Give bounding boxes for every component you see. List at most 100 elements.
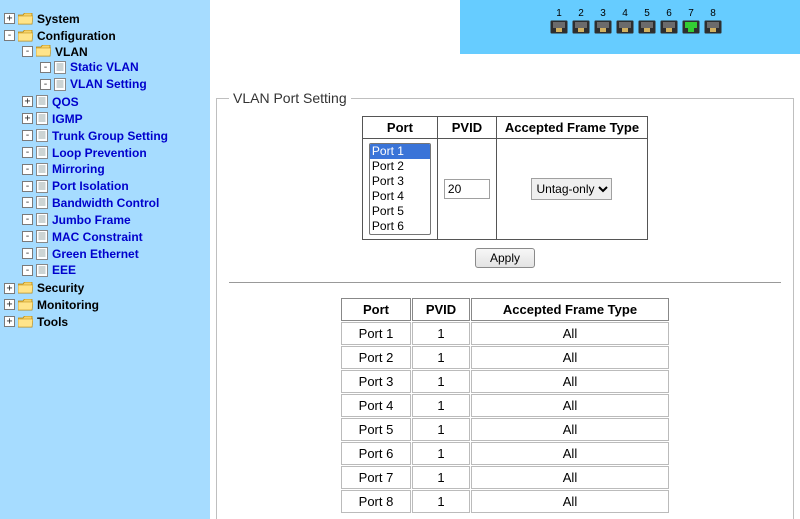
expand-icon[interactable]: + [4, 316, 15, 327]
nav-tree: +System-Configuration-VLAN-Static VLAN-V… [4, 10, 206, 330]
status-cell-aft: All [471, 346, 669, 369]
collapse-icon[interactable]: - [22, 147, 33, 158]
status-cell-aft: All [471, 466, 669, 489]
tree-item-label[interactable]: Trunk Group Setting [52, 129, 168, 143]
status-cell-pvid: 1 [412, 442, 470, 465]
port-indicator: 6 [660, 8, 678, 34]
collapse-icon[interactable]: - [22, 231, 33, 242]
status-cell-pvid: 1 [412, 322, 470, 345]
panel-legend: VLAN Port Setting [229, 90, 351, 106]
vlan-port-setting-panel: VLAN Port Setting Port PVID Accepted Fra… [216, 90, 794, 519]
collapse-icon[interactable]: - [4, 30, 15, 41]
port-jack-icon [660, 20, 678, 34]
status-cell-port: Port 5 [341, 418, 411, 441]
collapse-icon[interactable]: - [40, 62, 51, 73]
tree-item: - Green Ethernet [22, 245, 206, 262]
status-cell-aft: All [471, 370, 669, 393]
main-content: 12345678 VLAN Port Setting Port PVID Acc… [210, 0, 800, 519]
tree-item-label[interactable]: QOS [52, 95, 79, 109]
apply-button[interactable]: Apply [475, 248, 535, 268]
tree-item: - Jumbo Frame [22, 211, 206, 228]
collapse-icon[interactable]: - [22, 46, 33, 57]
cfg-header-aft: Accepted Frame Type [496, 117, 647, 139]
tree-item-label[interactable]: VLAN Setting [70, 77, 147, 91]
table-row: Port 31All [341, 370, 669, 393]
port-jack-icon [594, 20, 612, 34]
port-option[interactable]: Port 4 [370, 189, 430, 204]
tree-item: -Configuration-VLAN-Static VLAN-VLAN Set… [4, 27, 206, 279]
status-cell-pvid: 1 [412, 466, 470, 489]
sidebar: +System-Configuration-VLAN-Static VLAN-V… [0, 0, 210, 519]
status-cell-port: Port 3 [341, 370, 411, 393]
status-header-pvid: PVID [412, 298, 470, 321]
accepted-frame-type-select[interactable]: AllTag-onlyUntag-only [531, 178, 612, 200]
tree-item: + Security [4, 279, 206, 296]
port-indicator: 1 [550, 8, 568, 34]
port-select[interactable]: Port 1Port 2Port 3Port 4Port 5Port 6 [369, 143, 431, 235]
tree-item-label[interactable]: Jumbo Frame [52, 213, 131, 227]
tree-item-label[interactable]: Security [37, 281, 84, 295]
collapse-icon[interactable]: - [22, 181, 33, 192]
tree-item-label[interactable]: Loop Prevention [52, 145, 147, 159]
page-icon [36, 230, 48, 243]
collapse-icon[interactable]: - [22, 214, 33, 225]
port-indicator: 7 [682, 8, 700, 34]
port-option[interactable]: Port 1 [370, 144, 430, 159]
page-icon [54, 61, 66, 74]
expand-icon[interactable]: + [4, 299, 15, 310]
pvid-input[interactable] [444, 179, 490, 199]
port-indicator: 8 [704, 8, 722, 34]
collapse-icon[interactable]: - [22, 197, 33, 208]
port-option[interactable]: Port 3 [370, 174, 430, 189]
tree-item-label[interactable]: MAC Constraint [52, 230, 143, 244]
port-banner: 12345678 [460, 0, 800, 54]
tree-item-label[interactable]: Monitoring [37, 298, 99, 312]
collapse-icon[interactable]: - [22, 265, 33, 276]
expand-icon[interactable]: + [4, 13, 15, 24]
table-row: Port 71All [341, 466, 669, 489]
tree-item-label[interactable]: IGMP [52, 112, 83, 126]
port-number-label: 8 [704, 8, 722, 19]
status-cell-aft: All [471, 418, 669, 441]
table-row: Port 81All [341, 490, 669, 513]
collapse-icon[interactable]: - [22, 130, 33, 141]
port-jack-icon [616, 20, 634, 34]
port-option[interactable]: Port 2 [370, 159, 430, 174]
tree-item-label[interactable]: Tools [37, 315, 68, 329]
tree-item-label[interactable]: VLAN [55, 44, 88, 58]
tree-item: - Static VLAN [40, 58, 206, 75]
port-jack-icon [550, 20, 568, 34]
tree-item-label[interactable]: System [37, 12, 80, 26]
tree-item: - Bandwidth Control [22, 194, 206, 211]
status-cell-port: Port 4 [341, 394, 411, 417]
port-option[interactable]: Port 5 [370, 204, 430, 219]
expand-icon[interactable]: + [22, 96, 33, 107]
page-icon [36, 95, 48, 108]
port-number-label: 1 [550, 8, 568, 19]
status-cell-port: Port 2 [341, 346, 411, 369]
collapse-icon[interactable]: - [22, 164, 33, 175]
page-icon [36, 163, 48, 176]
tree-item: - EEE [22, 261, 206, 278]
table-row: Port 61All [341, 442, 669, 465]
tree-item-label[interactable]: Bandwidth Control [52, 196, 159, 210]
tree-item-label[interactable]: Mirroring [52, 162, 105, 176]
port-option[interactable]: Port 6 [370, 219, 430, 234]
collapse-icon[interactable]: - [40, 79, 51, 90]
tree-item-label[interactable]: EEE [52, 263, 76, 277]
expand-icon[interactable]: + [4, 283, 15, 294]
expand-icon[interactable]: + [22, 113, 33, 124]
status-cell-port: Port 7 [341, 466, 411, 489]
tree-item-label[interactable]: Configuration [37, 29, 116, 43]
page-icon [54, 78, 66, 91]
tree-item: + IGMP [22, 110, 206, 127]
port-number-label: 6 [660, 8, 678, 19]
page-icon [36, 213, 48, 226]
tree-item-label[interactable]: Green Ethernet [52, 246, 139, 260]
tree-item: - VLAN Setting [40, 75, 206, 92]
collapse-icon[interactable]: - [22, 248, 33, 259]
tree-item-label[interactable]: Port Isolation [52, 179, 129, 193]
status-table: Port PVID Accepted Frame Type Port 11All… [340, 297, 670, 514]
tree-item-label[interactable]: Static VLAN [70, 60, 139, 74]
page-icon [36, 180, 48, 193]
